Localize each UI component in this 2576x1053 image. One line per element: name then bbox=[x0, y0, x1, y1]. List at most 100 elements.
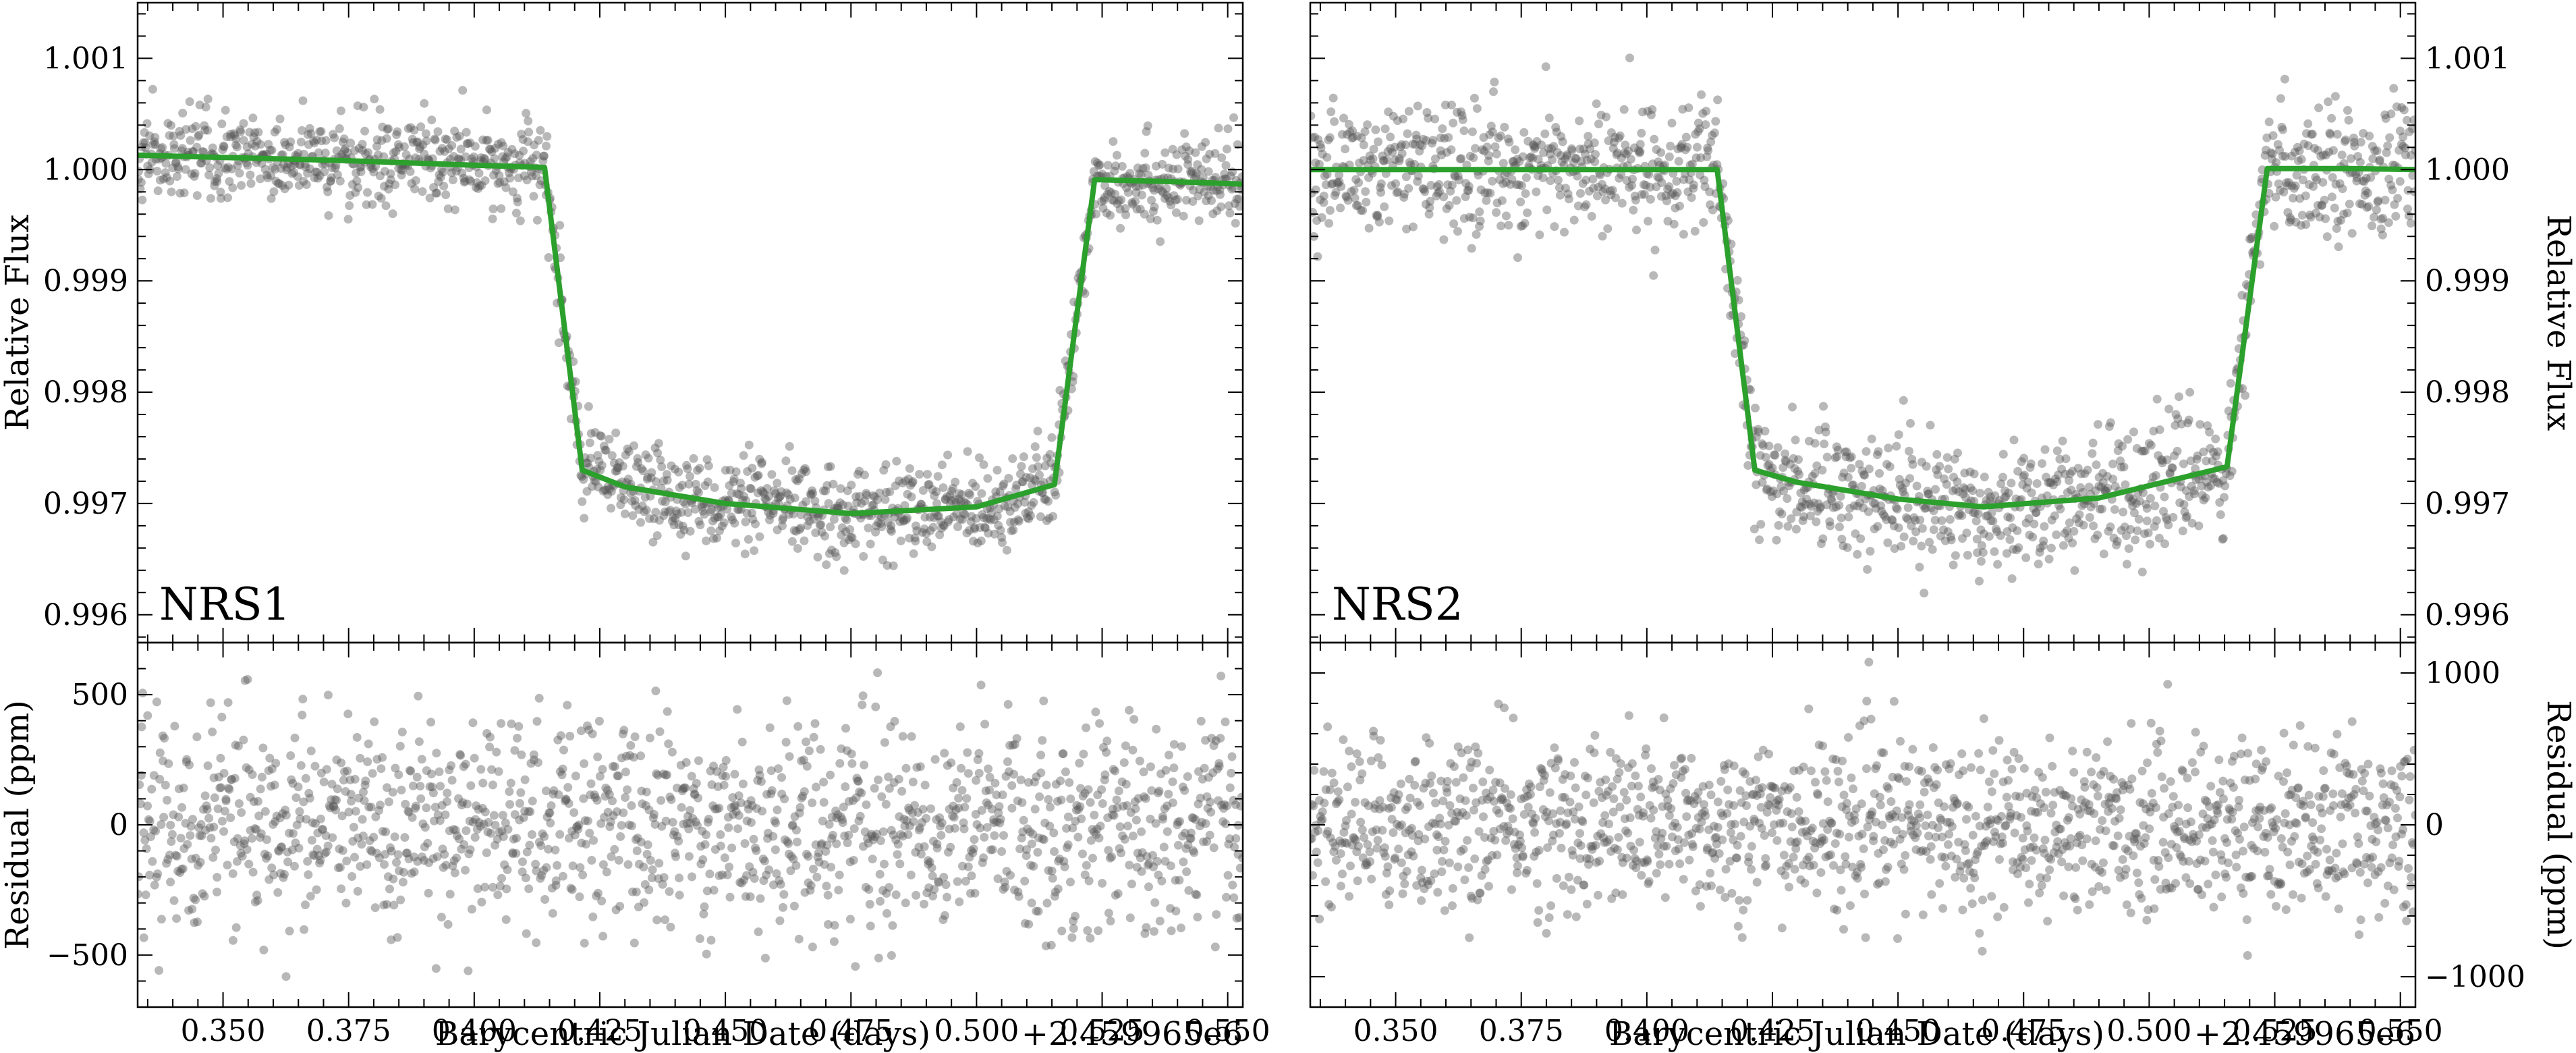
data-point bbox=[1649, 805, 1658, 815]
data-point bbox=[841, 724, 850, 733]
data-point bbox=[1038, 736, 1047, 745]
data-point bbox=[1440, 836, 1450, 846]
data-point bbox=[912, 890, 921, 900]
data-point bbox=[973, 755, 982, 764]
data-point bbox=[1485, 765, 1494, 775]
data-point bbox=[405, 167, 415, 176]
data-point bbox=[1972, 535, 1982, 544]
data-point bbox=[1627, 782, 1636, 790]
data-point bbox=[1044, 514, 1054, 523]
data-point bbox=[1017, 798, 1027, 807]
data-point bbox=[1319, 767, 1328, 776]
data-point bbox=[1426, 876, 1436, 886]
data-point bbox=[1366, 857, 1375, 866]
data-point bbox=[1419, 784, 1428, 793]
data-point bbox=[431, 188, 441, 198]
data-point bbox=[256, 833, 264, 842]
data-point bbox=[2154, 533, 2164, 543]
data-point bbox=[466, 138, 475, 148]
data-point bbox=[2040, 445, 2050, 454]
data-point bbox=[1835, 522, 1844, 532]
data-point bbox=[1176, 923, 1185, 933]
data-point bbox=[1100, 193, 1109, 202]
data-point bbox=[1138, 848, 1147, 857]
data-point bbox=[174, 784, 184, 794]
data-point bbox=[884, 772, 893, 782]
data-point bbox=[1380, 843, 1389, 853]
data-point bbox=[1368, 827, 1377, 836]
data-point bbox=[762, 790, 772, 799]
data-point bbox=[2168, 463, 2177, 473]
data-point bbox=[955, 722, 965, 732]
data-point bbox=[1683, 142, 1692, 152]
data-point bbox=[1660, 893, 1670, 902]
data-point bbox=[1768, 463, 1777, 473]
data-point bbox=[503, 148, 513, 157]
data-point bbox=[1663, 795, 1673, 805]
data-point bbox=[2205, 427, 2214, 437]
data-point bbox=[569, 808, 579, 817]
data-point bbox=[296, 161, 305, 169]
data-point bbox=[205, 823, 215, 832]
data-point bbox=[925, 857, 934, 867]
data-point bbox=[1682, 812, 1691, 821]
data-point bbox=[777, 773, 786, 782]
data-point bbox=[417, 755, 426, 764]
data-point bbox=[817, 839, 827, 848]
data-point bbox=[607, 451, 617, 460]
data-point bbox=[1606, 748, 1615, 757]
data-point bbox=[1561, 770, 1570, 779]
data-point bbox=[1627, 181, 1636, 190]
data-point bbox=[1194, 216, 1204, 225]
data-point bbox=[2007, 479, 2016, 488]
data-point bbox=[1905, 474, 1915, 483]
data-point bbox=[955, 514, 965, 524]
data-point bbox=[691, 479, 700, 489]
data-point bbox=[1779, 486, 1789, 495]
data-point bbox=[714, 512, 723, 522]
data-point bbox=[1088, 853, 1097, 863]
data-point bbox=[1405, 793, 1415, 803]
data-point bbox=[1132, 863, 1142, 872]
data-point bbox=[1733, 840, 1742, 850]
data-point bbox=[1727, 820, 1736, 829]
data-point bbox=[488, 883, 497, 892]
data-point bbox=[1816, 502, 1825, 512]
data-point bbox=[1382, 155, 1392, 165]
data-point bbox=[790, 812, 800, 821]
data-point bbox=[1347, 187, 1356, 196]
data-point bbox=[719, 518, 729, 527]
data-point bbox=[1496, 131, 1505, 140]
data-point bbox=[250, 797, 258, 807]
data-point bbox=[1005, 507, 1015, 516]
data-point bbox=[1535, 230, 1544, 240]
data-point bbox=[1716, 777, 1726, 786]
data-point bbox=[1133, 848, 1142, 858]
data-point bbox=[1197, 817, 1206, 827]
data-point bbox=[1729, 761, 1739, 771]
data-point bbox=[1648, 159, 1657, 169]
data-point bbox=[1582, 854, 1592, 863]
data-point bbox=[914, 826, 924, 835]
data-point bbox=[587, 856, 596, 865]
data-point bbox=[2339, 159, 2349, 168]
data-point bbox=[1979, 529, 1988, 539]
data-point bbox=[976, 523, 984, 532]
data-point bbox=[1637, 190, 1646, 199]
data-point bbox=[1533, 918, 1542, 927]
data-point bbox=[1664, 152, 1674, 161]
data-point bbox=[1440, 906, 1449, 915]
data-point bbox=[1171, 208, 1181, 217]
data-point bbox=[459, 173, 468, 183]
data-point bbox=[1702, 882, 1711, 891]
data-point bbox=[454, 155, 464, 164]
data-point bbox=[855, 491, 864, 501]
data-point bbox=[2178, 526, 2187, 536]
data-point bbox=[1360, 798, 1370, 807]
data-point bbox=[1357, 769, 1367, 778]
data-point bbox=[1310, 133, 1317, 142]
data-point bbox=[1472, 104, 1482, 113]
data-point bbox=[215, 783, 225, 792]
data-point bbox=[906, 870, 916, 880]
data-point bbox=[298, 126, 306, 135]
